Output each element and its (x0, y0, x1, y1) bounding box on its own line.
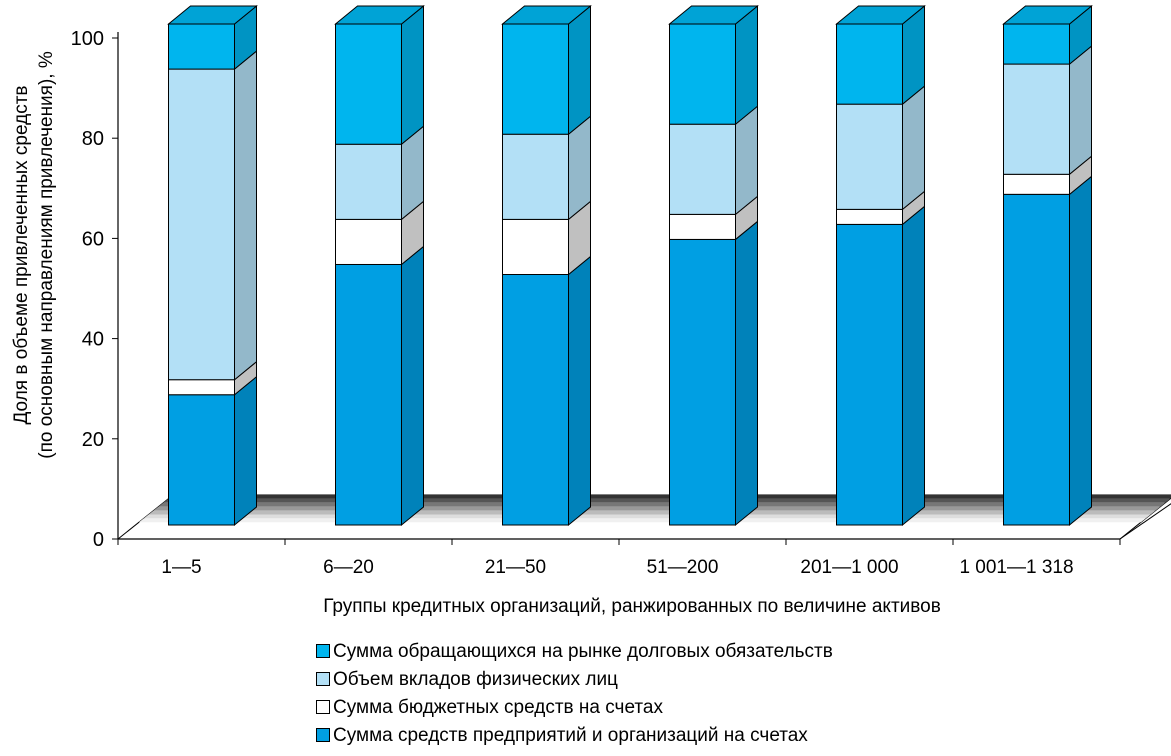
y-tick-label: 60 (82, 228, 104, 250)
bar-segment (502, 23, 569, 135)
bar-top (501, 5, 592, 25)
bar-segment (836, 208, 903, 225)
y-tick-label: 100 (71, 28, 104, 50)
bar-segment (1003, 193, 1070, 526)
bar-segment (335, 218, 402, 265)
bar-top (334, 5, 425, 25)
legend-swatch (316, 672, 330, 686)
legend-label: Сумма средств предприятий и организаций … (333, 725, 808, 746)
x-tick-label: 1—5 (161, 557, 201, 578)
legend-label: Сумма обращающихся на рынке долговых обя… (333, 641, 833, 662)
bar-segment (335, 263, 402, 526)
bar-segment (502, 133, 569, 220)
x-tick-label: 21—50 (485, 557, 546, 578)
legend-label: Сумма бюджетных средств на счетах (333, 697, 663, 718)
legend-entry: Сумма средств предприятий и организаций … (316, 722, 833, 750)
bar-segment-side (735, 105, 758, 216)
bar-segment-side (1069, 45, 1092, 176)
bar-segment-side (401, 4, 424, 146)
bar-segment-side (234, 375, 257, 527)
y-tick-label: 40 (82, 329, 104, 351)
legend-entry: Объем вкладов физических лиц (316, 666, 833, 694)
legend-label: Объем вкладов физических лиц (333, 669, 618, 690)
bar-segment (836, 223, 903, 526)
bar-segment (669, 123, 736, 215)
legend-swatch (316, 644, 330, 658)
bar-segment (168, 23, 235, 70)
bar-segment (1003, 63, 1070, 175)
y-axis-label: Доля в объеме привлеченных средств (11, 85, 32, 424)
x-tick-label: 201—1 000 (800, 557, 898, 578)
bar-segment-side (735, 4, 758, 126)
bar-segment-side (568, 255, 591, 527)
bar-segment (836, 103, 903, 210)
bar-segment (1003, 173, 1070, 195)
y-tick-label: 80 (82, 128, 104, 150)
y-axis-label-line2: (по основным направлениям привлечения), … (36, 51, 57, 459)
bar-segment-side (735, 220, 758, 527)
chart-floor-band (143, 514, 1151, 519)
bar-segment (502, 274, 569, 526)
x-tick-label: 1 001—1 318 (959, 557, 1073, 578)
bar-segment-side (234, 50, 257, 381)
bar-segment (669, 238, 736, 526)
x-tick-label: 51—200 (647, 557, 719, 578)
y-tick-label: 20 (82, 429, 104, 451)
bar-segment (168, 379, 235, 396)
bar-segment (502, 218, 569, 275)
bar-segment-side (401, 245, 424, 527)
legend-swatch (316, 728, 330, 742)
bar-segment (836, 23, 903, 105)
bar-segment (335, 143, 402, 220)
bar-top (1002, 5, 1093, 25)
bar-top (668, 5, 759, 25)
x-axis-depth-line (1119, 503, 1171, 540)
bar-top (835, 5, 926, 25)
bar-segment-side (1069, 175, 1092, 527)
legend-swatch (316, 700, 330, 714)
y-tick-label: 0 (93, 529, 104, 551)
legend: Сумма обращающихся на рынке долговых обя… (316, 638, 833, 750)
bar-segment-side (902, 205, 925, 527)
legend-entry: Сумма обращающихся на рынке долговых обя… (316, 638, 833, 666)
bar-top (167, 5, 258, 25)
bar-segment (168, 394, 235, 526)
legend-entry: Сумма бюджетных средств на счетах (316, 694, 833, 722)
bar-segment-side (902, 85, 925, 211)
bar-segment (669, 213, 736, 240)
bar-segment (669, 23, 736, 125)
bar-segment (335, 23, 402, 145)
x-axis-label: Группы кредитных организаций, ранжирован… (323, 596, 941, 617)
x-tick-label: 6—20 (323, 557, 374, 578)
bar-segment (168, 68, 235, 381)
bar-segment-side (568, 4, 591, 136)
chart-floor-band (138, 518, 1146, 523)
bar-segment (1003, 23, 1070, 65)
